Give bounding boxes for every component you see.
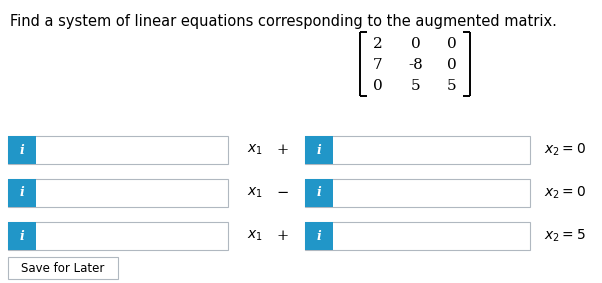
Bar	[305, 179, 530, 207]
Bar	[8, 179, 228, 207]
Text: 0: 0	[447, 58, 457, 72]
Text: Find a system of linear equations corresponding to the augmented matrix.: Find a system of linear equations corres…	[10, 14, 557, 29]
Text: i: i	[317, 230, 321, 243]
Text: $x_2 = 5$: $x_2 = 5$	[544, 228, 586, 244]
Bar	[8, 179, 36, 207]
Bar	[305, 136, 333, 164]
Text: i: i	[20, 186, 24, 200]
Text: +: +	[277, 143, 289, 157]
Text: $x_2 = 0$: $x_2 = 0$	[544, 185, 586, 201]
Bar	[8, 136, 36, 164]
Text: $x_1$: $x_1$	[247, 186, 263, 200]
Text: i: i	[20, 230, 24, 243]
Text: i: i	[20, 143, 24, 156]
Text: $x_1$: $x_1$	[247, 229, 263, 243]
Text: 0: 0	[447, 37, 457, 51]
Bar	[8, 222, 228, 250]
Text: 7: 7	[373, 58, 383, 72]
Text: i: i	[317, 143, 321, 156]
Text: 0: 0	[373, 79, 383, 93]
Bar	[305, 222, 530, 250]
Text: i: i	[317, 186, 321, 200]
Bar	[305, 136, 530, 164]
Bar	[305, 179, 333, 207]
Text: 5: 5	[411, 79, 421, 93]
Text: 0: 0	[411, 37, 421, 51]
Text: 5: 5	[447, 79, 457, 93]
Text: -8: -8	[409, 58, 423, 72]
Text: $x_1$: $x_1$	[247, 143, 263, 157]
Bar	[8, 222, 36, 250]
Text: 2: 2	[373, 37, 383, 51]
Text: Save for Later: Save for Later	[21, 261, 105, 275]
Text: −: −	[277, 186, 289, 200]
Bar	[8, 257, 118, 279]
Text: +: +	[277, 229, 289, 243]
Text: $x_2 = 0$: $x_2 = 0$	[544, 142, 586, 158]
Bar	[305, 222, 333, 250]
Bar	[8, 136, 228, 164]
